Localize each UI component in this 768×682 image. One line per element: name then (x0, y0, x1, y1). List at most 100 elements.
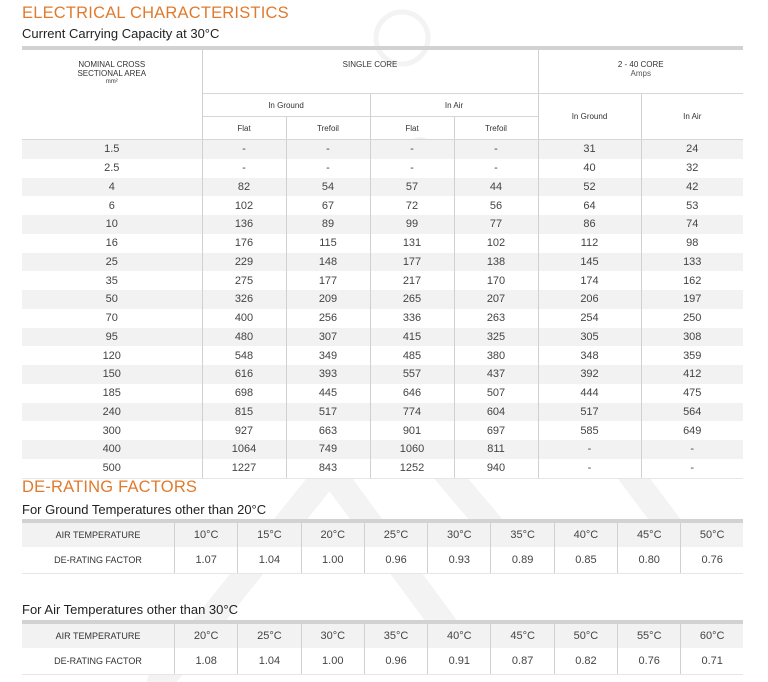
capacity-cell: 749 (285, 440, 370, 459)
table-row: 120 548 349 485 380 348 359 (22, 346, 743, 365)
air-temp-cell: 20°C (173, 620, 238, 648)
capacity-cell: 308 (640, 327, 743, 347)
mc-in-ground-header: In Ground (537, 93, 641, 140)
cross-section-cell: 70 (22, 308, 202, 328)
air-factor-cell: 0.82 (553, 648, 618, 675)
cross-section-cell: 10 (22, 215, 202, 234)
ground-factor-cell: 1.07 (173, 547, 238, 574)
capacity-cell: 207 (453, 290, 538, 309)
derating-factors-title: DE-RATING FACTORS (22, 478, 198, 496)
capacity-cell: 1064 (201, 440, 286, 459)
air-temp-cell: 60°C (680, 620, 743, 648)
cross-section-cell: 95 (22, 327, 202, 347)
capacity-cell: 102 (453, 233, 538, 253)
ground-factor-cell: 0.85 (553, 547, 618, 574)
table-row: 4 82 54 57 44 52 42 (22, 177, 743, 197)
capacity-cell: 415 (369, 327, 454, 347)
capacity-cell: 348 (537, 346, 641, 365)
air-temp-cell: 55°C (617, 620, 681, 648)
capacity-cell: 1227 (201, 458, 286, 479)
ground-temp-cell: 20°C (300, 519, 365, 547)
capacity-cell: 56 (453, 196, 538, 215)
capacity-cell: 209 (285, 290, 370, 309)
cross-section-cell: 6 (22, 196, 202, 215)
capacity-cell: 112 (537, 233, 641, 253)
ground-temp-cell: 30°C (427, 519, 491, 547)
sc-air-flat-header: Flat (369, 116, 454, 140)
capacity-cell: 1060 (369, 440, 454, 459)
capacity-cell: - (453, 158, 538, 178)
capacity-cell: 412 (640, 365, 743, 384)
cross-section-cell: 300 (22, 421, 202, 440)
capacity-cell: 475 (640, 383, 743, 403)
cross-section-cell: 16 (22, 233, 202, 253)
air-derating-table: AIR TEMPERATURE 20°C 25°C 30°C 35°C 40°C 45°C… (22, 620, 743, 675)
capacity-cell: 174 (537, 271, 641, 290)
table-row: 25 229 148 177 138 145 133 (22, 252, 743, 272)
ground-temp-cell: 25°C (363, 519, 428, 547)
capacity-cell: 170 (453, 271, 538, 290)
capacity-cell: 54 (285, 177, 370, 197)
ground-factor-cell: 0.93 (427, 547, 491, 574)
multi-core-header: 2 - 40 CORE Amps (537, 46, 743, 94)
capacity-cell: 42 (640, 177, 743, 197)
capacity-cell: 305 (537, 327, 641, 347)
capacity-cell: 52 (537, 177, 641, 197)
mc-in-air-header: In Air (640, 93, 743, 140)
ground-derating-subtitle: For Ground Temperatures other than 20°C (22, 502, 267, 517)
capacity-cell: 53 (640, 196, 743, 215)
capacity-cell: 437 (453, 365, 538, 384)
capacity-cell: - (453, 139, 538, 159)
ground-factor-cell: 0.96 (363, 547, 428, 574)
capacity-cell: 336 (369, 308, 454, 328)
capacity-cell: 843 (285, 458, 370, 479)
air-factor-cell: 1.04 (237, 648, 302, 675)
capacity-cell: 57 (369, 177, 454, 197)
sc-in-ground-header: In Ground (201, 93, 370, 117)
table-row: 240 815 517 774 604 517 564 (22, 402, 743, 422)
capacity-cell: 392 (537, 365, 641, 384)
capacity-cell: 138 (453, 252, 538, 272)
table-row: 10 136 89 99 77 86 74 (22, 215, 743, 234)
cross-section-cell: 50 (22, 290, 202, 309)
capacity-cell: 64 (537, 196, 641, 215)
capacity-cell: - (201, 139, 286, 159)
sc-ground-flat-header: Flat (201, 116, 286, 140)
capacity-cell: 74 (640, 215, 743, 234)
capacity-cell: 229 (201, 252, 286, 272)
table-row: 400 1064 749 1060 811- - (22, 440, 743, 459)
air-factor-cell: 0.76 (617, 648, 681, 675)
air-temp-cell: 50°C (553, 620, 618, 648)
air-factor-cell: 0.71 (680, 648, 743, 675)
sc-ground-trefoil-header: Trefoil (285, 116, 370, 140)
cross-section-cell: 4 (22, 177, 202, 197)
capacity-cell: 548 (201, 346, 286, 365)
capacity-cell: 133 (640, 252, 743, 272)
capacity-cell: 649 (640, 421, 743, 440)
amps-label: Amps (630, 69, 651, 78)
capacity-cell: 32 (640, 158, 743, 178)
air-factor-cell: 0.91 (427, 648, 491, 675)
capacity-cell: 254 (537, 308, 641, 328)
ground-derating-table: AIR TEMPERATURE 10°C 15°C 20°C 25°C 30°C 35°C… (22, 519, 743, 574)
ground-factor-cell: 0.80 (617, 547, 681, 574)
air-temp-cell: 45°C (490, 620, 555, 648)
cross-section-cell: 2.5 (22, 158, 202, 178)
air-temp-cell: 30°C (300, 620, 365, 648)
capacity-cell: 1252 (369, 458, 454, 479)
capacity-cell: 77 (453, 215, 538, 234)
table-row: 185 698 445 646 507 444 475 (22, 383, 743, 403)
air-temp-label: AIR TEMPERATURE (22, 620, 175, 648)
air-factor-cell: 0.87 (490, 648, 555, 675)
capacity-cell: - (369, 139, 454, 159)
capacity-cell: 82 (201, 177, 286, 197)
cross-section-cell: 185 (22, 383, 202, 403)
capacity-cell: 326 (201, 290, 286, 309)
capacity-cell: 275 (201, 271, 286, 290)
cross-section-cell: 240 (22, 402, 202, 422)
capacity-cell: 564 (640, 402, 743, 422)
ground-factor-cell: 1.00 (300, 547, 365, 574)
table-row: 1.5- - - -31 24 (22, 139, 743, 159)
capacity-cell: 698 (201, 383, 286, 403)
cross-section-cell: 35 (22, 271, 202, 290)
